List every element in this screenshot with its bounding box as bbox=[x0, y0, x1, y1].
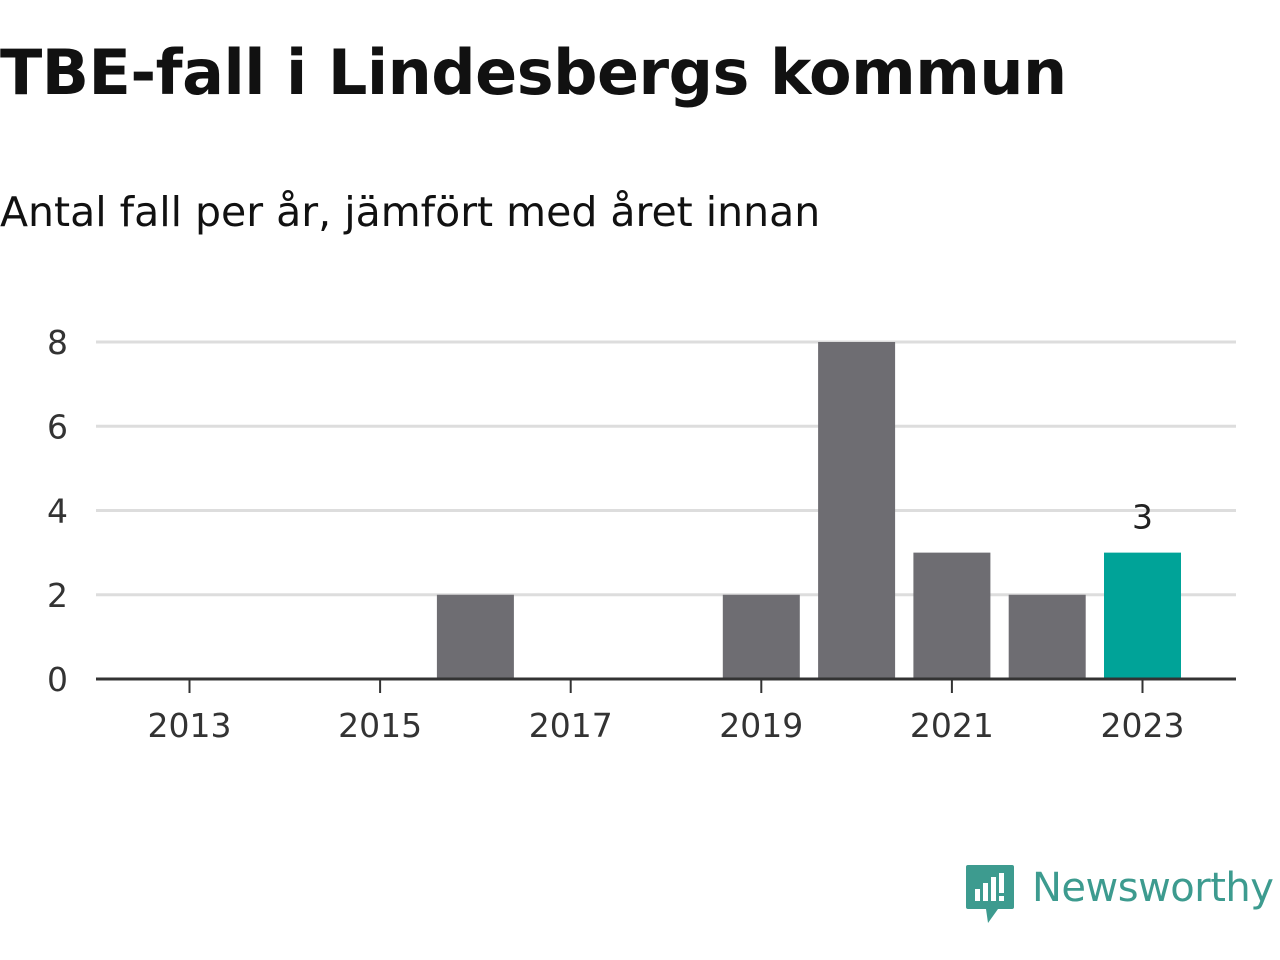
gridlines bbox=[96, 340, 1236, 597]
y-tick-label: 4 bbox=[47, 492, 68, 531]
x-tick-label: 2015 bbox=[338, 706, 422, 745]
labels: 0 2 4 6 8 3 2013 2015 2017 2019 2021 2023 bbox=[47, 323, 1184, 745]
axes bbox=[96, 677, 1236, 693]
bars bbox=[436, 342, 1181, 679]
y-tick-label: 0 bbox=[47, 660, 68, 699]
y-tick-label: 8 bbox=[47, 323, 68, 362]
y-tick-label: 2 bbox=[47, 576, 68, 615]
bar-2022 bbox=[1008, 594, 1086, 679]
bar-2021 bbox=[913, 552, 991, 679]
y-tick-label: 6 bbox=[47, 407, 68, 446]
brand-logo: Newsworthy bbox=[964, 862, 1274, 926]
chart-subtitle: Antal fall per år, jämfört med året inna… bbox=[0, 188, 821, 236]
x-tick-label: 2019 bbox=[719, 706, 803, 745]
newsworthy-logo-icon bbox=[966, 865, 1014, 923]
x-tick-label: 2021 bbox=[910, 706, 994, 745]
x-tick-label: 2017 bbox=[529, 706, 613, 745]
bar-2019 bbox=[722, 594, 800, 679]
brand-name: Newsworthy bbox=[1032, 865, 1274, 911]
x-tick-label: 2013 bbox=[148, 706, 232, 745]
x-tick-label: 2023 bbox=[1101, 706, 1185, 745]
data-label-2023: 3 bbox=[1132, 498, 1153, 537]
chart-title: TBE-fall i Lindesbergs kommun bbox=[0, 36, 1067, 109]
bar-2023 bbox=[1104, 552, 1181, 679]
bar-2020 bbox=[818, 342, 896, 679]
bar-2016 bbox=[436, 594, 514, 679]
